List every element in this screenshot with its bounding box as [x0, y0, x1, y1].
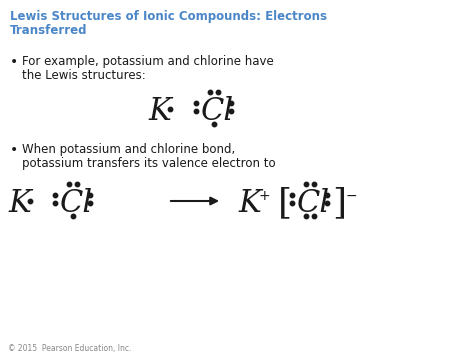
Text: the Lewis structures:: the Lewis structures: — [22, 69, 146, 82]
Text: K: K — [8, 188, 31, 219]
Text: −: − — [346, 189, 357, 203]
Text: [: [ — [278, 186, 292, 220]
Text: Cl: Cl — [60, 188, 93, 219]
Text: K: K — [238, 188, 261, 219]
Text: Transferred: Transferred — [10, 24, 88, 37]
Text: potassium transfers its valence electron to: potassium transfers its valence electron… — [22, 157, 275, 170]
Text: Lewis Structures of Ionic Compounds: Electrons: Lewis Structures of Ionic Compounds: Ele… — [10, 10, 327, 23]
Text: For example, potassium and chlorine have: For example, potassium and chlorine have — [22, 55, 274, 68]
Text: •: • — [10, 55, 18, 69]
Text: •: • — [10, 143, 18, 157]
Text: Cl: Cl — [201, 96, 234, 127]
Text: © 2015  Pearson Education, Inc.: © 2015 Pearson Education, Inc. — [8, 344, 131, 353]
Text: ]: ] — [332, 186, 346, 220]
Text: When potassium and chlorine bond,: When potassium and chlorine bond, — [22, 143, 235, 156]
Text: K: K — [148, 96, 171, 127]
Text: Cl: Cl — [297, 188, 330, 219]
Text: +: + — [259, 189, 271, 203]
